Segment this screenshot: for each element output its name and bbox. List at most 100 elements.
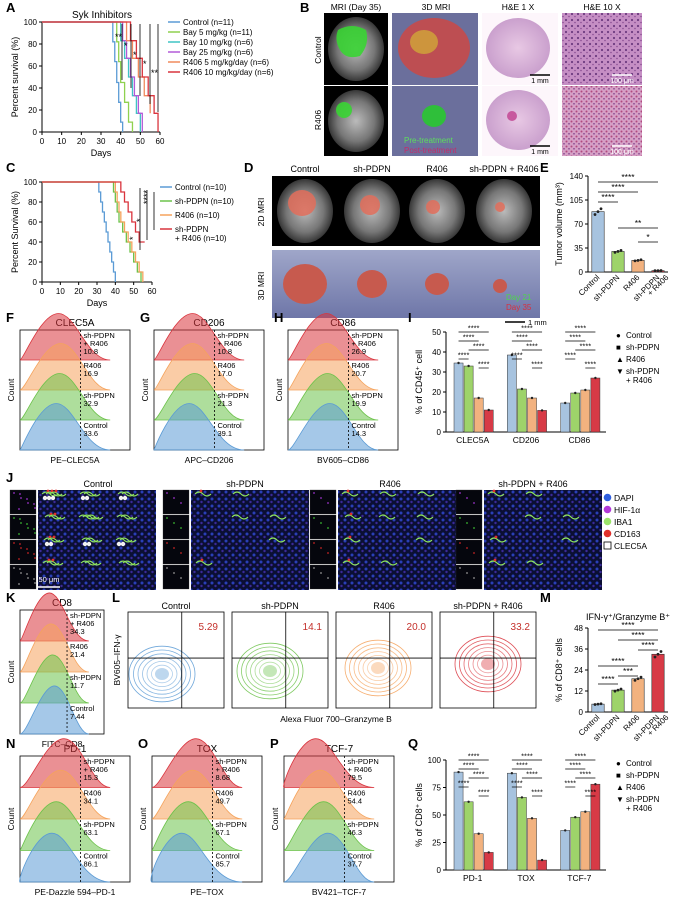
survival-line xyxy=(42,21,159,132)
survival-line xyxy=(42,21,151,114)
l-y-label: BV605–IFN-γ xyxy=(112,634,122,686)
if-inset-speck xyxy=(34,557,36,559)
if-inset-speck xyxy=(27,502,29,504)
data-dot xyxy=(530,817,534,820)
sig-label: **** xyxy=(526,770,538,779)
data-dot xyxy=(584,810,587,813)
panel-letter-A: A xyxy=(6,0,16,15)
y-tick-label: 105 xyxy=(570,196,584,205)
if-iba1-signal xyxy=(85,537,103,543)
panel-letter-I: I xyxy=(408,310,412,325)
if-iba1-signal xyxy=(119,537,137,543)
if-inset-speck xyxy=(173,547,175,549)
legend-label: Bay 5 mg/kg (n=11) xyxy=(183,28,253,37)
quadrant-value: 14.1 xyxy=(303,622,323,633)
data-dot xyxy=(653,269,657,273)
quadrant-value: 20.0 xyxy=(407,622,427,633)
if-clec5a-signal xyxy=(48,541,54,547)
sig-label: **** xyxy=(511,351,523,360)
y-axis-label: Percent Survival (%) xyxy=(10,191,20,273)
bar xyxy=(631,260,645,273)
if-iba1-signal xyxy=(83,491,101,497)
legend-label: sh-PDPN xyxy=(626,771,660,780)
hist-value-label: 26.9 xyxy=(352,347,367,356)
hist-group-label: + R406 xyxy=(352,339,376,348)
sig-label: **** xyxy=(579,342,591,351)
hist-value-label: 8.68 xyxy=(216,773,231,782)
contour-core xyxy=(155,668,169,680)
if-inset-speck xyxy=(320,522,322,524)
if-clec5a-signal xyxy=(86,541,92,547)
bar xyxy=(507,354,517,433)
if-inset-speck xyxy=(20,547,22,549)
if-iba1-signal xyxy=(232,491,250,497)
if-iba1-signal xyxy=(487,491,505,497)
d-3d-row: Day 21 Day 35 1 mm xyxy=(272,250,547,327)
legend-swatch xyxy=(603,541,612,550)
hist-group-label: sh-PDPN xyxy=(84,757,115,766)
x-tick-label: 40 xyxy=(116,137,125,146)
histogram-curve xyxy=(19,343,111,391)
if-clec5a-signal xyxy=(82,541,88,547)
data-dot xyxy=(656,652,660,656)
if-inset xyxy=(9,539,37,565)
if-inset-speck xyxy=(34,532,36,534)
if-inset-speck xyxy=(166,492,168,494)
if-iba1-signal xyxy=(561,537,579,543)
he10-control-image xyxy=(562,13,642,85)
y-axis-label: Percent survival (%) xyxy=(10,37,20,118)
x-tick-label: TOX xyxy=(517,873,535,883)
if-inset-speck xyxy=(320,547,322,549)
sig-label: * xyxy=(135,218,145,222)
histogram-curve xyxy=(153,373,245,421)
hist-value-label: 21.3 xyxy=(218,399,233,408)
b-scale-100um-b: 100 μm xyxy=(610,149,634,156)
sig-label: **** xyxy=(463,333,475,342)
panel-letter-H: H xyxy=(274,310,283,325)
bar xyxy=(570,816,581,871)
data-dot xyxy=(520,796,524,799)
hist-group-label: R406 xyxy=(218,361,236,370)
histogram-curve xyxy=(283,769,375,820)
if-inset-speck xyxy=(18,508,20,510)
if-inset-speck xyxy=(18,583,20,585)
sig-label: **** xyxy=(516,761,528,770)
legend-label: Control (n=11) xyxy=(183,18,234,27)
y-tick-label: 40 xyxy=(28,238,37,247)
if-iba1-signal xyxy=(525,491,543,497)
x-tick-label: 20 xyxy=(74,287,83,296)
if-clec5a-signal xyxy=(42,495,48,501)
hist-value-label: 37.7 xyxy=(348,860,363,869)
if-inset-speck xyxy=(459,567,461,569)
if-inset xyxy=(309,564,337,590)
if-inset-speck xyxy=(166,567,168,569)
data-dot xyxy=(457,770,460,774)
bar xyxy=(527,818,537,871)
flow-plot-frame xyxy=(335,611,433,709)
if-inset xyxy=(9,489,37,515)
legend-label: sh-PDPN xyxy=(626,367,660,376)
if-cd163-signal xyxy=(52,535,56,539)
if-inset-speck xyxy=(33,528,35,530)
hist-group-label: + R406 xyxy=(348,765,372,774)
bar xyxy=(483,852,494,871)
panel-J-images: Control sh-PDPN R406 sh-PDPN + R406 DAPI… xyxy=(9,479,647,590)
sig-label: **** xyxy=(458,779,470,788)
contour-ring xyxy=(454,635,522,693)
if-iba1-signal xyxy=(195,560,213,566)
j-col-combo: sh-PDPN + R406 xyxy=(498,479,567,489)
if-inset-speck xyxy=(27,527,29,529)
hist-group-label: R406 xyxy=(352,361,370,370)
sig-label: **** xyxy=(516,333,528,342)
data-dot xyxy=(659,269,663,272)
chart-M-ifng-grzb: 0 12 24 36 48 % of CD8⁺ cells IFN-γ⁺/Granzyme … xyxy=(554,612,671,743)
legend-label: CLEC5A xyxy=(614,541,647,551)
y-axis-label: % of CD8⁺ cells xyxy=(554,638,564,702)
hist-value-label: 79.5 xyxy=(348,773,363,782)
he10-r406-image xyxy=(562,86,642,156)
hist-value-label: 20.7 xyxy=(352,369,367,378)
if-inset-speck xyxy=(173,522,175,524)
d-col-control: Control xyxy=(290,164,319,174)
